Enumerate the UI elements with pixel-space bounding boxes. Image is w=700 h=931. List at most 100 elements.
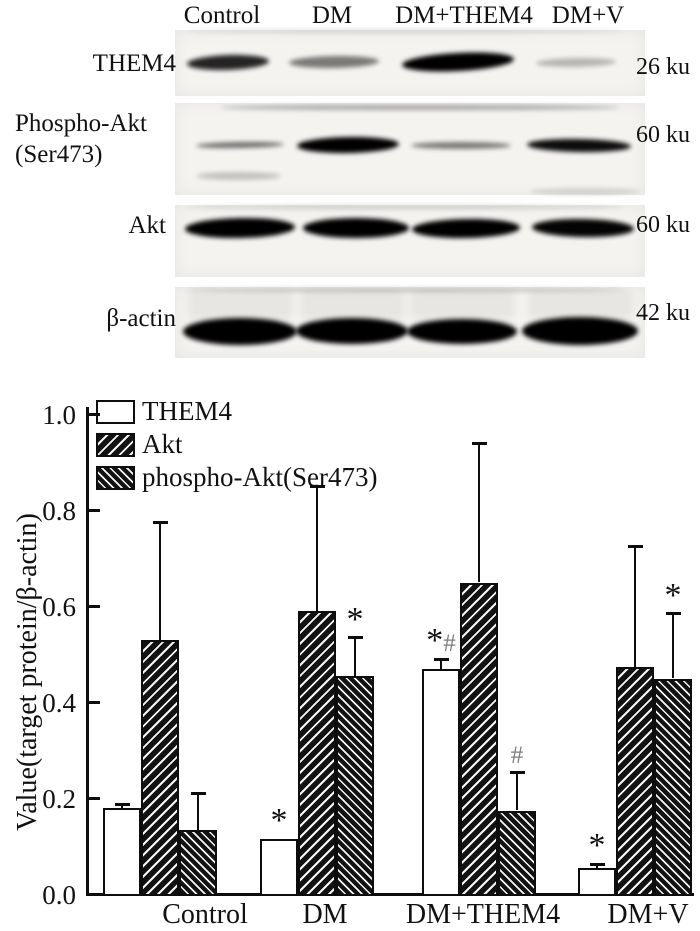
- x-axis-line: [86, 893, 694, 896]
- error-bar-cap: [665, 612, 681, 616]
- x-category-label: Control: [162, 899, 248, 930]
- error-bar: [671, 613, 675, 679]
- error-bar: [158, 522, 162, 641]
- significance-marker: #: [487, 739, 547, 771]
- y-tick-label: 0.2: [42, 783, 76, 814]
- significance-marker: *: [325, 602, 385, 636]
- blot-row-label: β-actin: [0, 303, 176, 334]
- y-tick: [89, 797, 100, 800]
- significance-marker: *#: [411, 624, 471, 659]
- lane-header: DM+V: [551, 2, 625, 29]
- significance-marker: *: [643, 578, 700, 612]
- lane-header: DM: [311, 2, 353, 29]
- blot-band: [522, 317, 638, 345]
- blot-band: [411, 141, 511, 149]
- legend-label: THEM4: [142, 396, 232, 426]
- bar-akt: [141, 640, 179, 896]
- legend-item: THEM4: [96, 396, 377, 426]
- y-tick: [89, 413, 100, 416]
- significance-marker: *: [249, 804, 309, 838]
- blot-strip: [175, 205, 645, 277]
- y-tick-label: 1.0: [42, 399, 76, 430]
- lane-shadow: [188, 290, 293, 320]
- error-bar: [515, 772, 519, 811]
- error-bar-cap: [347, 636, 363, 640]
- error-bar: [120, 804, 124, 809]
- bar-akt: [298, 611, 336, 896]
- hash-marker: #: [443, 630, 456, 658]
- legend-swatch: [96, 465, 135, 490]
- error-bar-cap: [471, 441, 487, 445]
- molecular-weight-label: 60 ku: [636, 212, 690, 238]
- bar-phospho-akt-ser473-: [498, 810, 536, 896]
- error-bar-cap: [589, 862, 605, 866]
- molecular-weight-label: 60 ku: [636, 122, 690, 148]
- y-tick-label: 0.0: [42, 879, 76, 910]
- bar-phospho-akt-ser473-: [654, 678, 692, 896]
- lane-shadow: [528, 290, 633, 320]
- lane-header: Control: [183, 2, 261, 29]
- error-bar-cap: [152, 521, 168, 524]
- error-bar: [196, 793, 200, 830]
- y-tick: [89, 893, 100, 896]
- blot-smear: [530, 187, 640, 195]
- blot-panel: Control DM DM+THEM4 DM+V THEM4 26 ku Phospho-A…: [0, 0, 700, 390]
- lane-header: DM+THEM4: [395, 2, 533, 29]
- blot-smear: [185, 29, 625, 33]
- hash-marker: #: [510, 742, 524, 770]
- error-bar: [477, 443, 481, 583]
- blot-smear: [220, 104, 620, 110]
- error-bar: [353, 637, 357, 677]
- blot-row-label-line: Akt: [128, 212, 167, 239]
- asterisk-marker: *: [664, 576, 682, 614]
- y-tick-label: 0.8: [42, 495, 76, 526]
- molecular-weight-label: 26 ku: [636, 54, 690, 80]
- blot-smear: [185, 288, 625, 292]
- lane-shadow: [300, 290, 405, 320]
- legend-label: Akt: [142, 429, 183, 459]
- y-axis-line: [86, 407, 89, 896]
- blot-band: [303, 218, 409, 238]
- blot-row-label: Phospho-Akt (Ser473): [15, 108, 147, 170]
- error-bar-cap: [509, 770, 525, 774]
- legend-swatch: [96, 432, 135, 457]
- x-category-label: DM+V: [607, 899, 689, 930]
- blot-smear: [185, 205, 625, 209]
- bar-phospho-akt-ser473-: [179, 829, 217, 896]
- blot-band: [407, 318, 517, 344]
- y-tick-label: 0.4: [42, 687, 76, 718]
- blot-smear: [195, 172, 281, 180]
- lane-shadow: [410, 290, 515, 320]
- significance-marker: *: [567, 829, 627, 863]
- blot-row-label: THEM4: [0, 48, 176, 79]
- x-category-label: DM: [302, 899, 348, 930]
- error-bar: [439, 659, 443, 669]
- asterisk-marker: *: [270, 802, 288, 840]
- blot-row-label-line: Phospho-Akt: [15, 110, 147, 137]
- error-bar: [595, 864, 599, 869]
- bar-chart: Value(target protein/β-actin) THEM4 Akt ph…: [0, 390, 700, 930]
- bar-them4: [260, 839, 298, 896]
- y-tick: [89, 509, 100, 512]
- legend-item: phospho-Akt(Ser473): [96, 462, 378, 492]
- error-bar: [633, 546, 637, 667]
- error-bar-cap: [114, 802, 130, 806]
- asterisk-marker: *: [346, 600, 364, 638]
- asterisk-marker: *: [426, 622, 444, 660]
- molecular-weight-label: 42 ku: [636, 300, 690, 326]
- blot-row-label-line: β-actin: [106, 305, 176, 332]
- legend-item: Akt: [96, 429, 377, 459]
- asterisk-marker: *: [588, 827, 606, 865]
- bar-phospho-akt-ser473-: [336, 676, 374, 896]
- bar-akt: [616, 666, 654, 896]
- error-bar-cap: [309, 485, 325, 488]
- bar-them4: [578, 868, 616, 896]
- blot-row-label-line: THEM4: [92, 50, 176, 77]
- error-bar-cap: [190, 792, 206, 796]
- blot-band: [183, 317, 297, 345]
- bar-them4: [103, 808, 141, 896]
- error-bar: [315, 486, 319, 612]
- y-tick-label: 0.6: [42, 591, 76, 622]
- x-category-label: DM+THEM4: [405, 899, 561, 930]
- legend-label: phospho-Akt(Ser473): [142, 462, 378, 492]
